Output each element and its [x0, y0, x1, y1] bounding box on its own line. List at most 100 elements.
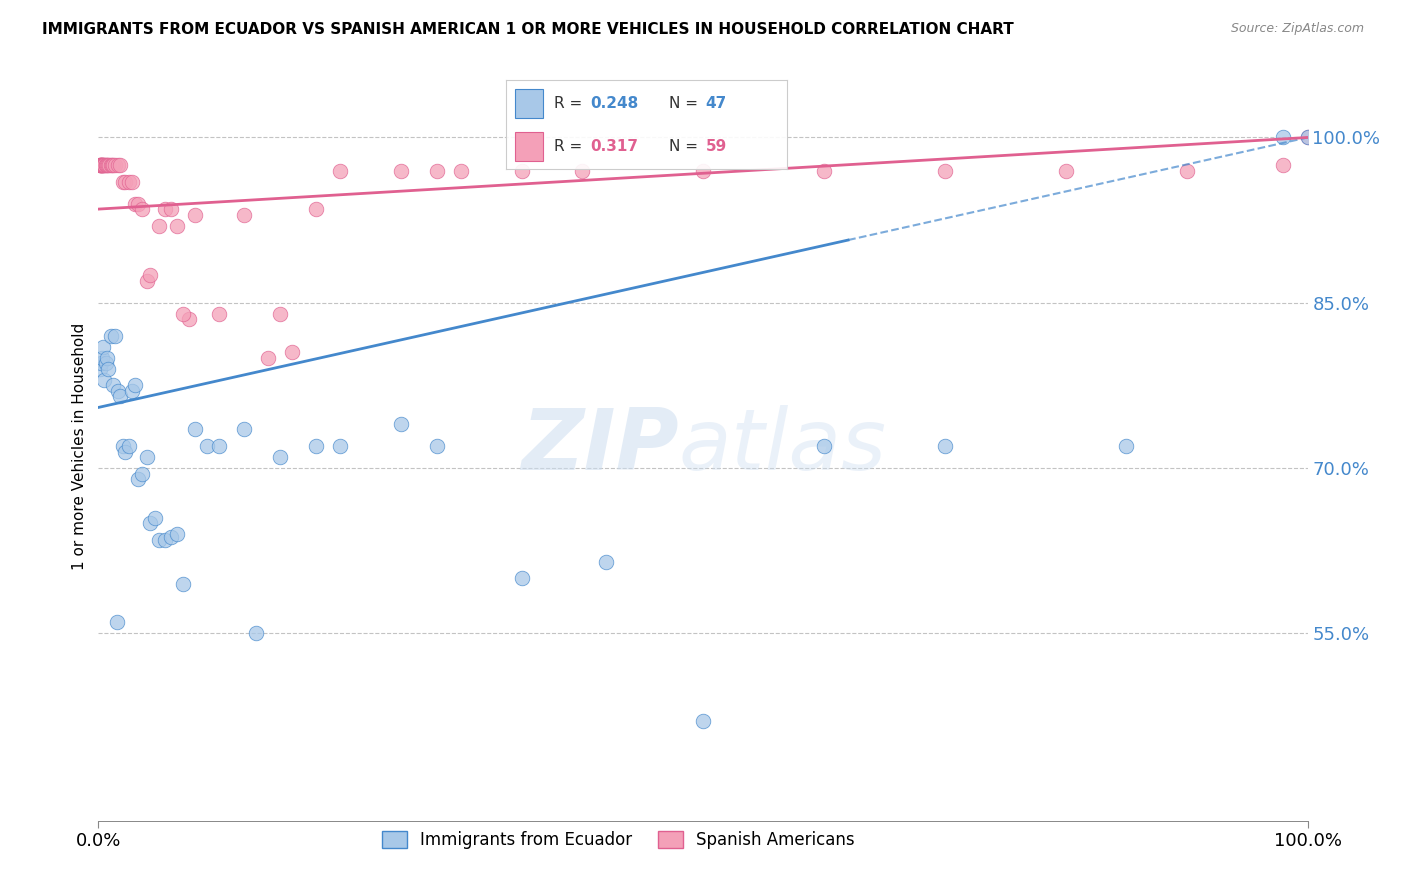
Point [1175, 163, 1198, 178]
Point [139, 268, 162, 283]
Point [105, 615, 128, 630]
Point [934, 439, 956, 453]
Text: Source: ZipAtlas.com: Source: ZipAtlas.com [1230, 22, 1364, 36]
Point [100, 158, 122, 172]
Bar [515, 89, 543, 118]
Text: 0.248: 0.248 [591, 96, 638, 111]
Point [90, 158, 112, 172]
Point [94, 158, 117, 172]
Point [114, 175, 136, 189]
Point [89, 362, 111, 376]
Point [135, 274, 157, 288]
Point [389, 163, 412, 178]
Point [1296, 130, 1319, 145]
Point [329, 163, 352, 178]
Point [127, 196, 149, 211]
Point [96, 158, 118, 172]
Point [160, 202, 183, 216]
Point [450, 163, 472, 178]
Text: atlas: atlas [679, 404, 887, 488]
Point [184, 422, 207, 436]
Point [1296, 130, 1319, 145]
Point [172, 307, 194, 321]
Point [94, 158, 117, 172]
Point [118, 175, 141, 189]
Point [93, 158, 115, 172]
Point [111, 175, 134, 189]
Point [389, 417, 412, 431]
Point [108, 158, 131, 172]
Text: N =: N = [669, 139, 703, 153]
Point [166, 219, 188, 233]
Point [305, 202, 328, 216]
Point [100, 158, 122, 172]
Point [1054, 163, 1077, 178]
Point [1115, 439, 1137, 453]
Point [96, 351, 118, 365]
Point [184, 208, 207, 222]
Point [813, 439, 835, 453]
Point [97, 158, 120, 172]
Point [97, 362, 120, 376]
Point [148, 219, 170, 233]
Point [208, 307, 231, 321]
Point [91, 158, 114, 172]
Point [90, 356, 112, 370]
Point [107, 384, 129, 398]
Point [124, 378, 146, 392]
Point [571, 163, 593, 178]
Point [160, 531, 183, 545]
Point [172, 576, 194, 591]
Bar [515, 132, 543, 161]
Point [692, 714, 714, 729]
Point [510, 571, 533, 585]
Point [595, 555, 617, 569]
Point [256, 351, 278, 365]
Point [98, 158, 121, 172]
Point [93, 373, 115, 387]
Point [94, 356, 117, 370]
Point [91, 158, 114, 172]
Point [121, 384, 143, 398]
Point [127, 472, 149, 486]
Point [269, 307, 291, 321]
Point [143, 510, 166, 524]
Point [329, 439, 352, 453]
Point [934, 163, 956, 178]
Text: R =: R = [554, 139, 588, 153]
Point [101, 378, 124, 392]
Point [245, 626, 267, 640]
Point [131, 467, 153, 481]
Point [91, 351, 114, 365]
Point [153, 202, 176, 216]
Point [153, 533, 176, 547]
Point [131, 202, 153, 216]
Point [208, 439, 231, 453]
Point [1272, 158, 1295, 172]
Point [305, 439, 328, 453]
Point [195, 439, 218, 453]
Point [139, 516, 162, 530]
Text: 59: 59 [706, 139, 727, 153]
Point [148, 533, 170, 547]
Point [90, 158, 112, 172]
Point [166, 527, 188, 541]
Point [269, 450, 291, 464]
Point [93, 158, 115, 172]
Point [510, 163, 533, 178]
Point [124, 196, 146, 211]
Point [89, 158, 111, 172]
Point [89, 158, 111, 172]
Point [91, 158, 114, 172]
Point [91, 340, 114, 354]
Point [692, 163, 714, 178]
Point [121, 175, 143, 189]
Point [232, 208, 254, 222]
Point [101, 158, 124, 172]
Point [1272, 130, 1295, 145]
Point [100, 328, 122, 343]
Text: 0.317: 0.317 [591, 139, 638, 153]
Point [426, 163, 449, 178]
Point [426, 439, 449, 453]
Point [232, 422, 254, 436]
